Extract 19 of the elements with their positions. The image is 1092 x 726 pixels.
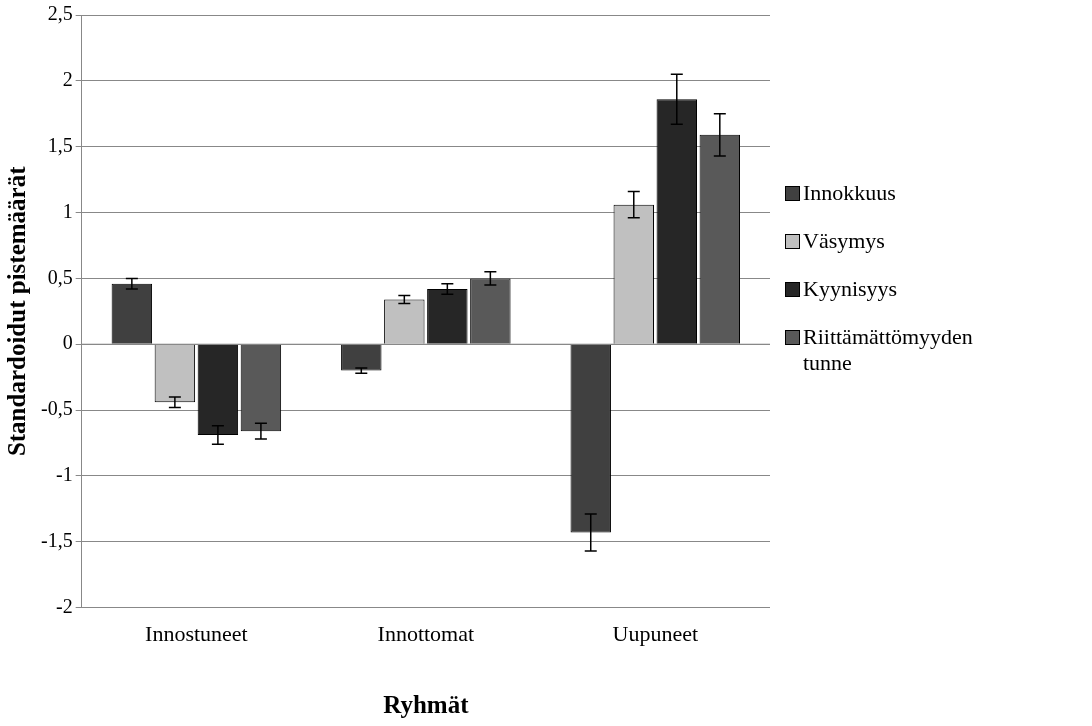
y-tick-label: 1 (62, 199, 73, 222)
x-tick-label: Uupuneet (612, 620, 699, 646)
y-tick-label: -1 (55, 463, 73, 486)
y-tick-label: 0 (62, 331, 73, 354)
y-tick-label: 0,5 (47, 265, 73, 288)
y-axis-title: Standardoidut pistemäärät (3, 165, 31, 457)
x-tick-label: Innottomat (377, 620, 475, 646)
legend-label: Kyynisyys (803, 276, 898, 302)
legend-label: Riittämättömyyden tunne (803, 324, 974, 376)
y-tick-label: -0,5 (40, 397, 73, 420)
y-tick-label: 1,5 (47, 133, 73, 156)
y-tick-label: 2 (62, 68, 73, 91)
y-tick-label: 2,5 (47, 2, 73, 25)
x-axis-title: Ryhmät (383, 691, 470, 719)
y-tick-label: -2 (55, 594, 73, 617)
x-tick-label: Innostuneet (145, 620, 248, 646)
legend-label: Väsymys (803, 228, 885, 254)
y-tick-label: -1,5 (40, 529, 73, 552)
legend-label: Innokkuus (803, 180, 896, 206)
